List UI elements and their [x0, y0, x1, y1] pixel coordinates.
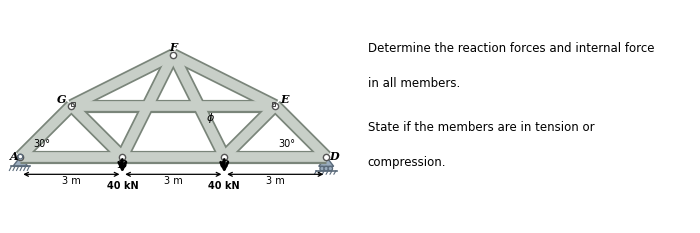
Text: Determine the reaction forces and internal force: Determine the reaction forces and intern…: [368, 42, 654, 55]
Text: in all members.: in all members.: [368, 77, 460, 90]
Text: E: E: [281, 94, 289, 105]
Text: A: A: [10, 151, 19, 162]
Polygon shape: [318, 157, 334, 166]
Text: 40 kN: 40 kN: [106, 181, 138, 191]
Text: compression.: compression.: [368, 156, 446, 169]
Circle shape: [328, 166, 332, 171]
Text: 30°: 30°: [33, 139, 50, 149]
Circle shape: [324, 166, 328, 171]
Text: B: B: [118, 159, 127, 170]
Text: C: C: [220, 159, 229, 170]
Text: 3 m: 3 m: [266, 176, 285, 186]
Text: 40 kN: 40 kN: [209, 181, 240, 191]
Text: G: G: [57, 94, 66, 105]
Circle shape: [18, 154, 23, 159]
Text: State if the members are in tension or: State if the members are in tension or: [368, 121, 594, 134]
Text: D: D: [329, 151, 339, 162]
Text: 30°: 30°: [279, 139, 295, 149]
Circle shape: [320, 166, 324, 171]
Text: 3 m: 3 m: [62, 176, 80, 186]
Polygon shape: [13, 157, 28, 166]
Text: 3 m: 3 m: [164, 176, 183, 186]
Text: $\phi$: $\phi$: [206, 111, 215, 125]
Text: F: F: [169, 42, 177, 53]
